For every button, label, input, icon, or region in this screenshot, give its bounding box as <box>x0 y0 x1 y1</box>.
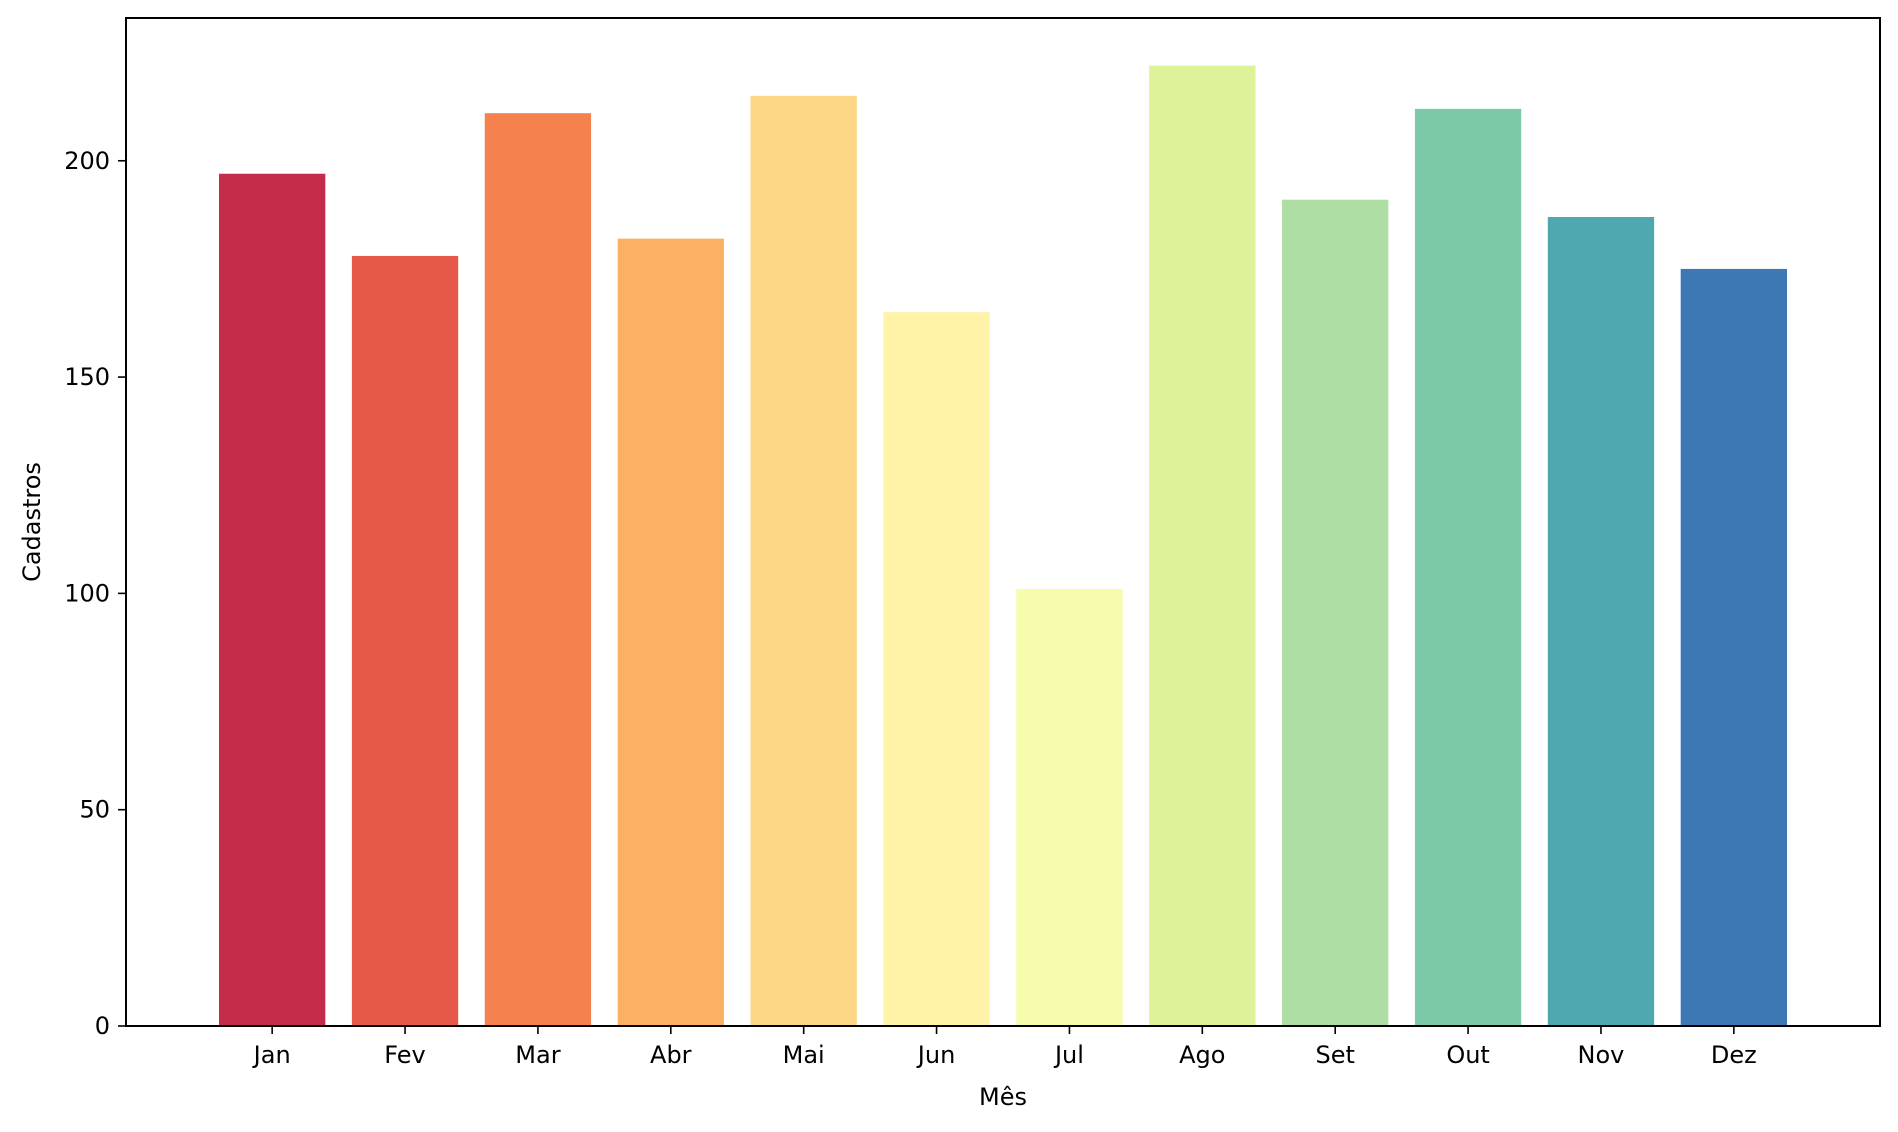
x-tick-label: Set <box>1315 1041 1354 1069</box>
bar-out <box>1414 108 1522 1026</box>
x-tick-label: Abr <box>650 1041 692 1069</box>
x-tick-label: Nov <box>1578 1041 1625 1069</box>
bar-mai <box>750 95 857 1027</box>
x-tick-label: Out <box>1446 1041 1490 1069</box>
bar-abr <box>617 238 724 1026</box>
bar-jul <box>1016 589 1123 1026</box>
y-tick-label: 100 <box>64 579 110 607</box>
x-tick-label: Dez <box>1711 1041 1757 1069</box>
x-tick-label: Fev <box>384 1041 425 1069</box>
y-tick-label: 200 <box>64 147 110 175</box>
bar-set <box>1282 199 1389 1026</box>
x-tick-label: Mai <box>783 1041 825 1069</box>
bars-layer <box>219 65 1787 1027</box>
bar-fev <box>351 255 459 1026</box>
y-axis: 0 50 100 150 200 <box>64 147 126 1040</box>
plot-frame <box>125 17 1881 1027</box>
x-tick-label: Ago <box>1179 1041 1225 1069</box>
bar-mar <box>484 113 592 1026</box>
bar-ago <box>1149 65 1256 1026</box>
x-tick-label: Jan <box>252 1041 291 1069</box>
x-tick-label: Mar <box>515 1041 560 1069</box>
x-axis-label: Mês <box>979 1083 1027 1111</box>
x-axis: Jan Fev Mar Abr Mai Jun Jul Ago Set Out Nov Dez <box>252 1026 1757 1069</box>
bar-jun <box>883 312 990 1026</box>
y-tick-label: 150 <box>64 363 110 391</box>
x-tick-label: Jun <box>916 1041 956 1069</box>
y-axis-label: Cadastros <box>18 462 46 582</box>
bar-jan <box>219 173 326 1026</box>
y-tick-label: 50 <box>79 796 110 824</box>
x-tick-label: Jul <box>1053 1041 1084 1069</box>
bar-dez <box>1680 268 1787 1026</box>
y-tick-label: 0 <box>95 1012 110 1040</box>
bar-nov <box>1547 217 1655 1027</box>
